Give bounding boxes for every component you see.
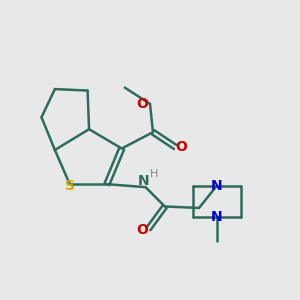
Text: O: O [136, 223, 148, 237]
Text: N: N [211, 210, 223, 224]
Text: N: N [138, 174, 150, 188]
Text: H: H [150, 169, 159, 179]
Text: S: S [65, 179, 75, 193]
Text: O: O [175, 140, 187, 154]
Text: N: N [211, 179, 223, 193]
Text: O: O [136, 97, 148, 111]
